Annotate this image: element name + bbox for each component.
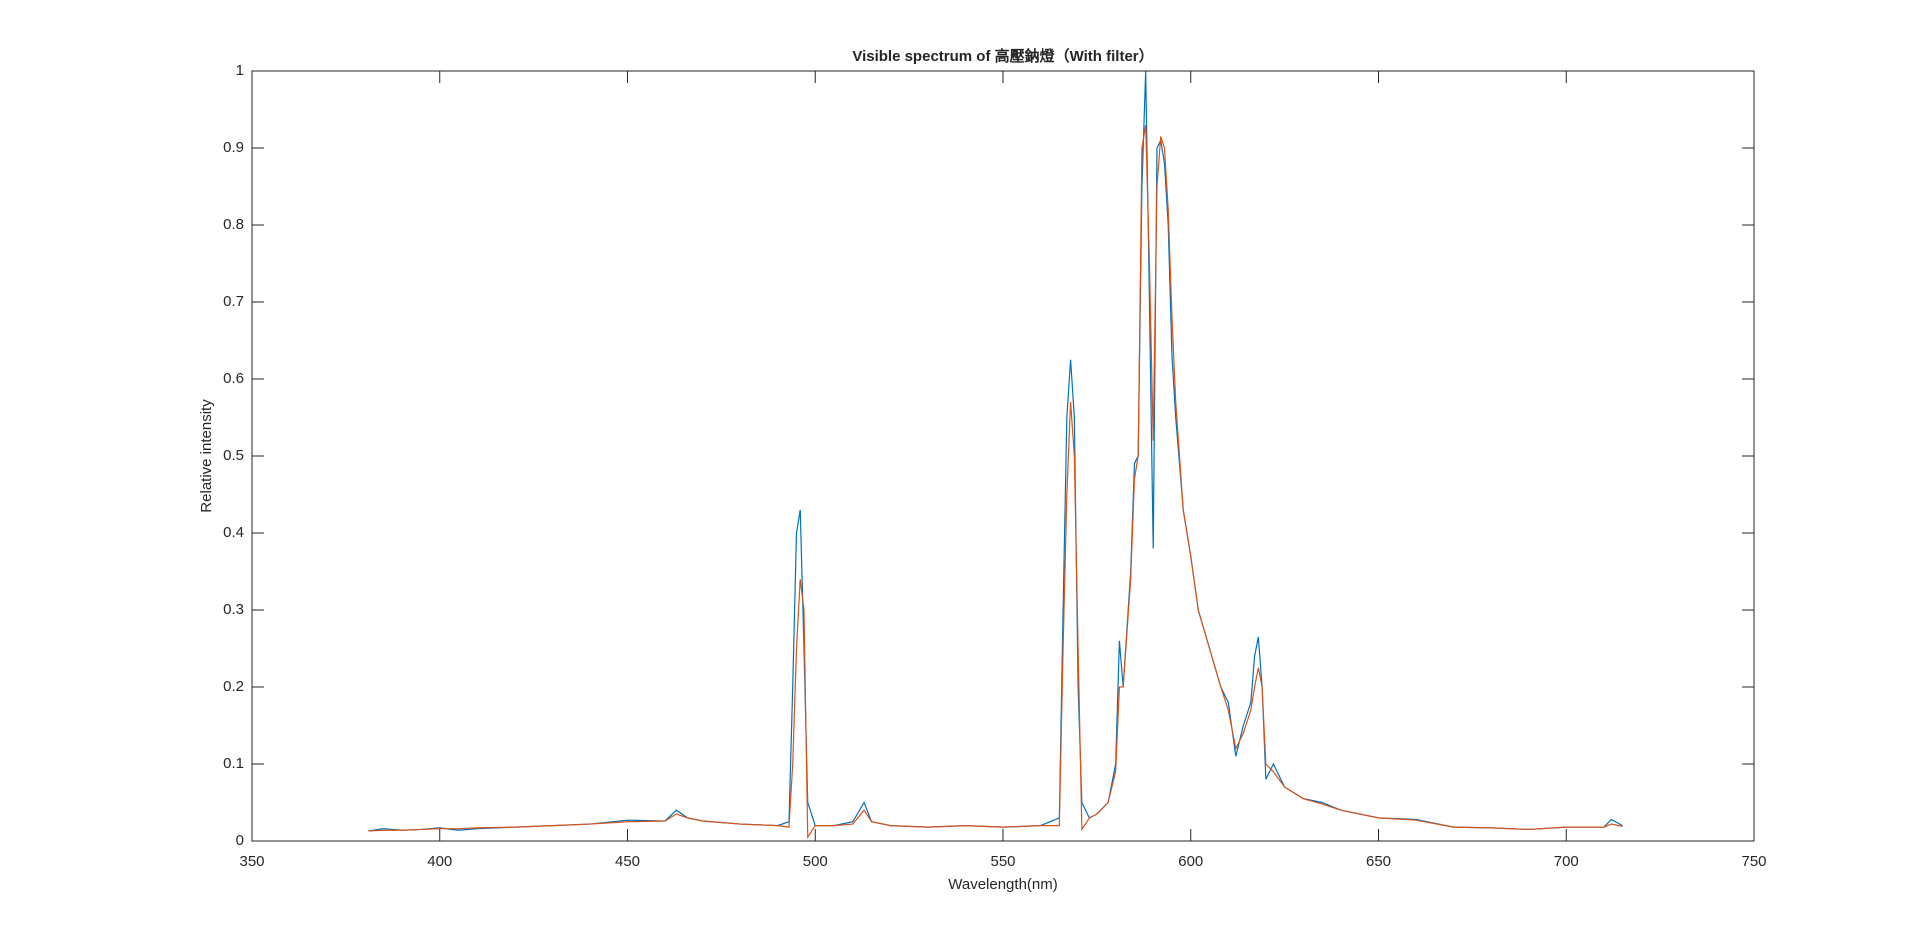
y-tick-label: 0.3 — [223, 601, 244, 618]
y-tick-label: 0.9 — [223, 139, 244, 156]
y-tick-label: 0.8 — [223, 216, 244, 233]
x-tick-label: 600 — [1178, 853, 1203, 870]
x-tick-label: 650 — [1366, 853, 1391, 870]
chart-title: Visible spectrum of 高壓鈉燈（With filter） — [852, 47, 1153, 65]
y-tick-label: 0.4 — [223, 524, 244, 541]
y-tick-label: 1 — [236, 62, 244, 79]
x-tick-label: 750 — [1741, 853, 1766, 870]
x-tick-label: 550 — [990, 853, 1015, 870]
x-tick-label: 450 — [615, 853, 640, 870]
y-axis-label: Relative intensity — [198, 399, 215, 513]
y-tick-label: 0.6 — [223, 370, 244, 387]
x-tick-label: 700 — [1554, 853, 1579, 870]
y-tick-label: 0.1 — [223, 755, 244, 772]
x-tick-label: 350 — [239, 853, 264, 870]
x-tick-label: 500 — [803, 853, 828, 870]
y-tick-label: 0.2 — [223, 678, 244, 695]
x-tick-label: 400 — [427, 853, 452, 870]
data-line — [368, 124, 1623, 840]
y-tick-label: 0.5 — [223, 447, 244, 464]
y-tick-label: 0.7 — [223, 293, 244, 310]
x-axis-label: Wavelength(nm) — [948, 876, 1057, 893]
y-tick-label: 0 — [236, 832, 244, 849]
